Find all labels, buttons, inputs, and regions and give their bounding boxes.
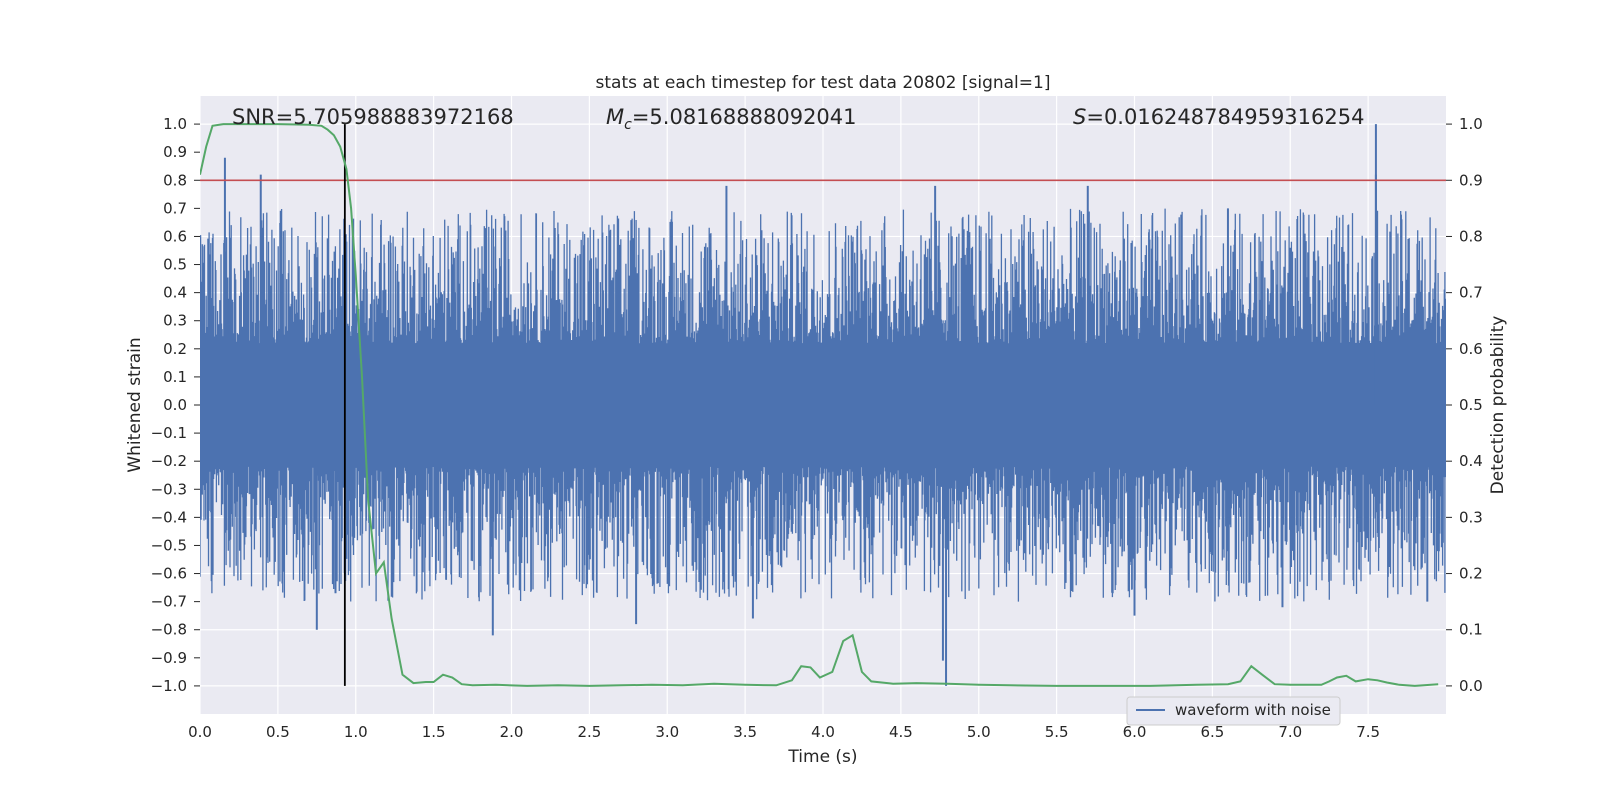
snr-annotation: SNR=5.705988883972168 <box>232 105 514 129</box>
x-tick-label: 6.5 <box>1200 723 1224 741</box>
x-tick-label: 3.5 <box>733 723 757 741</box>
probability-series-line <box>200 123 1439 687</box>
right-y-tick-label: 0.2 <box>1459 565 1483 583</box>
left-y-tick-label: −0.8 <box>151 621 187 639</box>
right-y-tick-label: 1.0 <box>1459 115 1483 133</box>
legend-box <box>1126 696 1341 726</box>
chirp-mass-value: =5.08168888092041 <box>632 105 857 129</box>
left-y-tick-label: −0.1 <box>151 424 187 442</box>
s-symbol: S <box>1073 105 1086 129</box>
left-y-tick-label: 0.9 <box>163 143 187 161</box>
left-y-tick-label: −0.7 <box>151 593 187 611</box>
legend-label-waveform: waveform with noise <box>1175 701 1331 719</box>
legend: waveform with noise <box>1126 696 1341 726</box>
left-y-tick-label: 0.2 <box>163 340 187 358</box>
left-y-tick-label: 0.6 <box>163 227 187 245</box>
right-y-tick-label: 0.6 <box>1459 340 1483 358</box>
left-y-tick-label: −0.3 <box>151 480 187 498</box>
left-y-tick-label: 0.3 <box>163 312 187 330</box>
right-y-tick-labels: 1.0 0.9 0.8 0.7 0.6 0.5 0.4 0.3 0.2 0.1 0.0 <box>1446 115 1483 695</box>
x-tick-label: 7.5 <box>1356 723 1380 741</box>
x-tick-label: 2.5 <box>577 723 601 741</box>
x-tick-label: 1.5 <box>422 723 446 741</box>
x-tick-label: 6.0 <box>1123 723 1147 741</box>
x-tick-labels: 0.0 0.5 1.0 1.5 2.0 2.5 3.0 3.5 4.0 4.5 5.0 5.5 6.0 6… <box>188 723 1380 741</box>
left-y-tick-label: 1.0 <box>163 115 187 133</box>
x-tick-label: 4.0 <box>811 723 835 741</box>
waveform-series <box>200 124 1446 686</box>
left-y-tick-label: −0.9 <box>151 649 187 667</box>
right-y-tick-label: 0.1 <box>1459 621 1483 639</box>
right-y-tick-label: 0.3 <box>1459 508 1483 526</box>
chart-title: stats at each timestep for test data 208… <box>596 73 1051 93</box>
right-y-tick-label: 0.4 <box>1459 452 1483 470</box>
left-y-tick-label: −1.0 <box>151 677 187 695</box>
x-tick-label: 2.0 <box>500 723 524 741</box>
x-axis-label: Time (s) <box>787 747 857 767</box>
left-y-tick-label: 0.0 <box>163 396 187 414</box>
x-tick-label: 0.5 <box>266 723 290 741</box>
right-y-axis-label: Detection probability <box>1488 316 1508 495</box>
left-y-tick-label: −0.4 <box>151 508 187 526</box>
right-y-tick-label: 0.5 <box>1459 396 1483 414</box>
left-y-tick-label: 0.1 <box>163 368 187 386</box>
left-y-tick-label: 0.8 <box>163 171 187 189</box>
right-y-tick-label: 0.7 <box>1459 284 1483 302</box>
left-y-tick-label: 0.7 <box>163 199 187 217</box>
s-annotation: S=0.016248784959316254 <box>1073 105 1364 129</box>
s-value: =0.016248784959316254 <box>1086 105 1364 129</box>
waveform-noise-path <box>200 208 1446 602</box>
right-y-tick-label: 0.9 <box>1459 171 1483 189</box>
x-tick-label: 1.0 <box>344 723 368 741</box>
left-y-tick-label: 0.5 <box>163 256 187 274</box>
right-y-tick-label: 0.8 <box>1459 227 1483 245</box>
left-y-axis-label: Whitened strain <box>125 337 145 472</box>
left-y-tick-label: −0.5 <box>151 536 187 554</box>
left-y-tick-labels: 1.0 0.9 0.8 0.7 0.6 0.5 0.4 0.3 0.2 0.1 0.0 −0.1 −0.… <box>151 115 200 695</box>
chirp-mass-annotation: Mc=5.08168888092041 <box>606 105 857 133</box>
x-tick-label: 0.0 <box>188 723 212 741</box>
x-tick-label: 5.0 <box>967 723 991 741</box>
x-tick-label: 5.5 <box>1045 723 1069 741</box>
chirp-mass-subscript: c <box>624 117 632 133</box>
left-y-tick-label: 0.4 <box>163 284 187 302</box>
x-tick-label: 7.0 <box>1278 723 1302 741</box>
right-y-tick-label: 0.0 <box>1459 677 1483 695</box>
x-tick-label: 3.0 <box>655 723 679 741</box>
left-y-tick-label: −0.6 <box>151 565 187 583</box>
chirp-mass-symbol: M <box>606 105 624 129</box>
x-tick-label: 4.5 <box>889 723 913 741</box>
left-y-tick-label: −0.2 <box>151 452 187 470</box>
